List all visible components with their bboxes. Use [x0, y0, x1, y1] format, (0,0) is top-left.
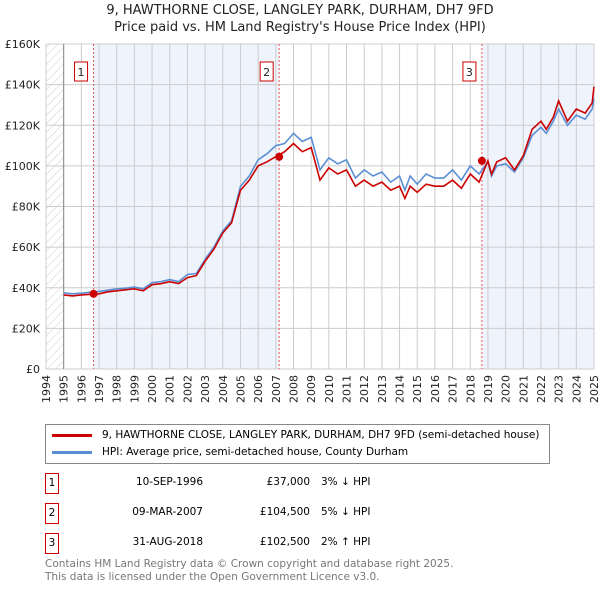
x-tick-label: 2024: [570, 375, 583, 403]
x-tick-label: 2009: [305, 375, 318, 403]
x-tick-label: 1998: [111, 375, 124, 403]
sale-hpi-diff: 2% ↑ HPI: [321, 536, 371, 548]
x-tick-label: 2006: [252, 375, 265, 403]
x-tick-label: 1999: [128, 375, 141, 403]
sale-date: 31-AUG-2018: [132, 536, 203, 548]
series-line: [63, 86, 595, 297]
footer-copyright: Contains HM Land Registry data © Crown c…: [45, 558, 454, 570]
y-tick-label: £120K: [5, 119, 41, 132]
x-tick-label: 2012: [358, 375, 371, 403]
sales-table-row: 3 31-AUG-2018 £102,500 2% ↑ HPI: [45, 533, 545, 554]
x-tick-label: 1997: [93, 375, 106, 403]
y-tick-label: £20K: [12, 322, 41, 335]
legend: 9, HAWTHORNE CLOSE, LANGLEY PARK, DURHAM…: [45, 424, 550, 464]
x-tick-label: 2018: [464, 375, 477, 403]
x-tick-label: 2016: [429, 375, 442, 403]
x-tick-label: 2001: [164, 375, 177, 403]
sale-label-number: 2: [263, 66, 270, 79]
sale-hpi-diff: 5% ↓ HPI: [321, 506, 371, 518]
x-tick-label: 1994: [40, 375, 53, 403]
x-tick-label: 2011: [341, 375, 354, 403]
sales-table-row: 2 09-MAR-2007 £104,500 5% ↓ HPI: [45, 503, 545, 524]
x-tick-label: 2020: [500, 375, 513, 403]
price-chart: 1994 1995 1996 1997 1998 1999 2000 2001 2002 2003…: [5, 38, 600, 403]
x-tick-label: 2015: [411, 375, 424, 403]
y-tick-label: £140K: [5, 79, 41, 92]
sale-price: £104,500: [259, 506, 310, 518]
x-tick-label: 2000: [146, 375, 159, 403]
x-tick-label: 2003: [199, 375, 212, 403]
sale-hpi-diff: 3% ↓ HPI: [321, 476, 371, 488]
x-tick-label: 2004: [217, 375, 230, 403]
sale-price: £37,000: [266, 476, 310, 488]
sale-label-box: [259, 61, 274, 82]
x-tick-label: 2007: [270, 375, 283, 403]
legend-property: 9, HAWTHORNE CLOSE, LANGLEY PARK, DURHAM…: [102, 429, 540, 441]
y-tick-label: £80K: [12, 201, 41, 214]
sale-price: £102,500: [259, 536, 310, 548]
sale-date: 10-SEP-1996: [135, 476, 203, 488]
x-tick-label: 1995: [58, 375, 71, 403]
x-tick-label: 1996: [75, 375, 88, 403]
y-tick-label: £160K: [5, 38, 41, 51]
x-tick-label: 2022: [535, 375, 548, 403]
chart-title: 9, HAWTHORNE CLOSE, LANGLEY PARK, DURHAM…: [106, 3, 494, 18]
x-tick-label: 2005: [234, 375, 247, 403]
x-tick-label: 2010: [323, 375, 336, 403]
x-tick-label: 2017: [447, 375, 460, 403]
x-tick-label: 2023: [553, 375, 566, 403]
x-tick-label: 2008: [287, 375, 300, 403]
sale-label-number: 1: [78, 66, 85, 79]
sale-point: [275, 152, 284, 161]
legend-hpi: HPI: Average price, semi-detached house,…: [102, 446, 409, 458]
x-tick-label: 2014: [394, 375, 407, 403]
chart-subtitle: Price paid vs. HM Land Registry's House …: [114, 20, 486, 35]
y-tick-label: £0: [26, 363, 40, 376]
x-tick-label: 2025: [588, 375, 600, 403]
sale-point: [89, 289, 98, 298]
sale-number: 2: [45, 503, 59, 524]
series-line: [63, 98, 595, 295]
sale-label-number: 3: [466, 66, 473, 79]
sale-number: 3: [45, 533, 59, 554]
footer-licence: This data is licensed under the Open Gov…: [45, 571, 380, 583]
sale-label-box: [74, 61, 89, 82]
x-tick-label: 2021: [517, 375, 530, 403]
y-tick-label: £100K: [5, 160, 41, 173]
red-line-swatch: [52, 434, 92, 437]
sales-table-row: 1 10-SEP-1996 £37,000 3% ↓ HPI: [45, 473, 545, 494]
sale-label-box: [462, 61, 477, 82]
sale-point: [477, 156, 486, 165]
x-tick-label: 2013: [376, 375, 389, 403]
sale-date: 09-MAR-2007: [132, 506, 203, 518]
x-tick-label: 2019: [482, 375, 495, 403]
blue-line-swatch: [52, 451, 92, 454]
y-tick-label: £60K: [12, 241, 41, 254]
x-tick-label: 2002: [181, 375, 194, 403]
sale-number: 1: [45, 473, 59, 494]
y-tick-label: £40K: [12, 282, 41, 295]
